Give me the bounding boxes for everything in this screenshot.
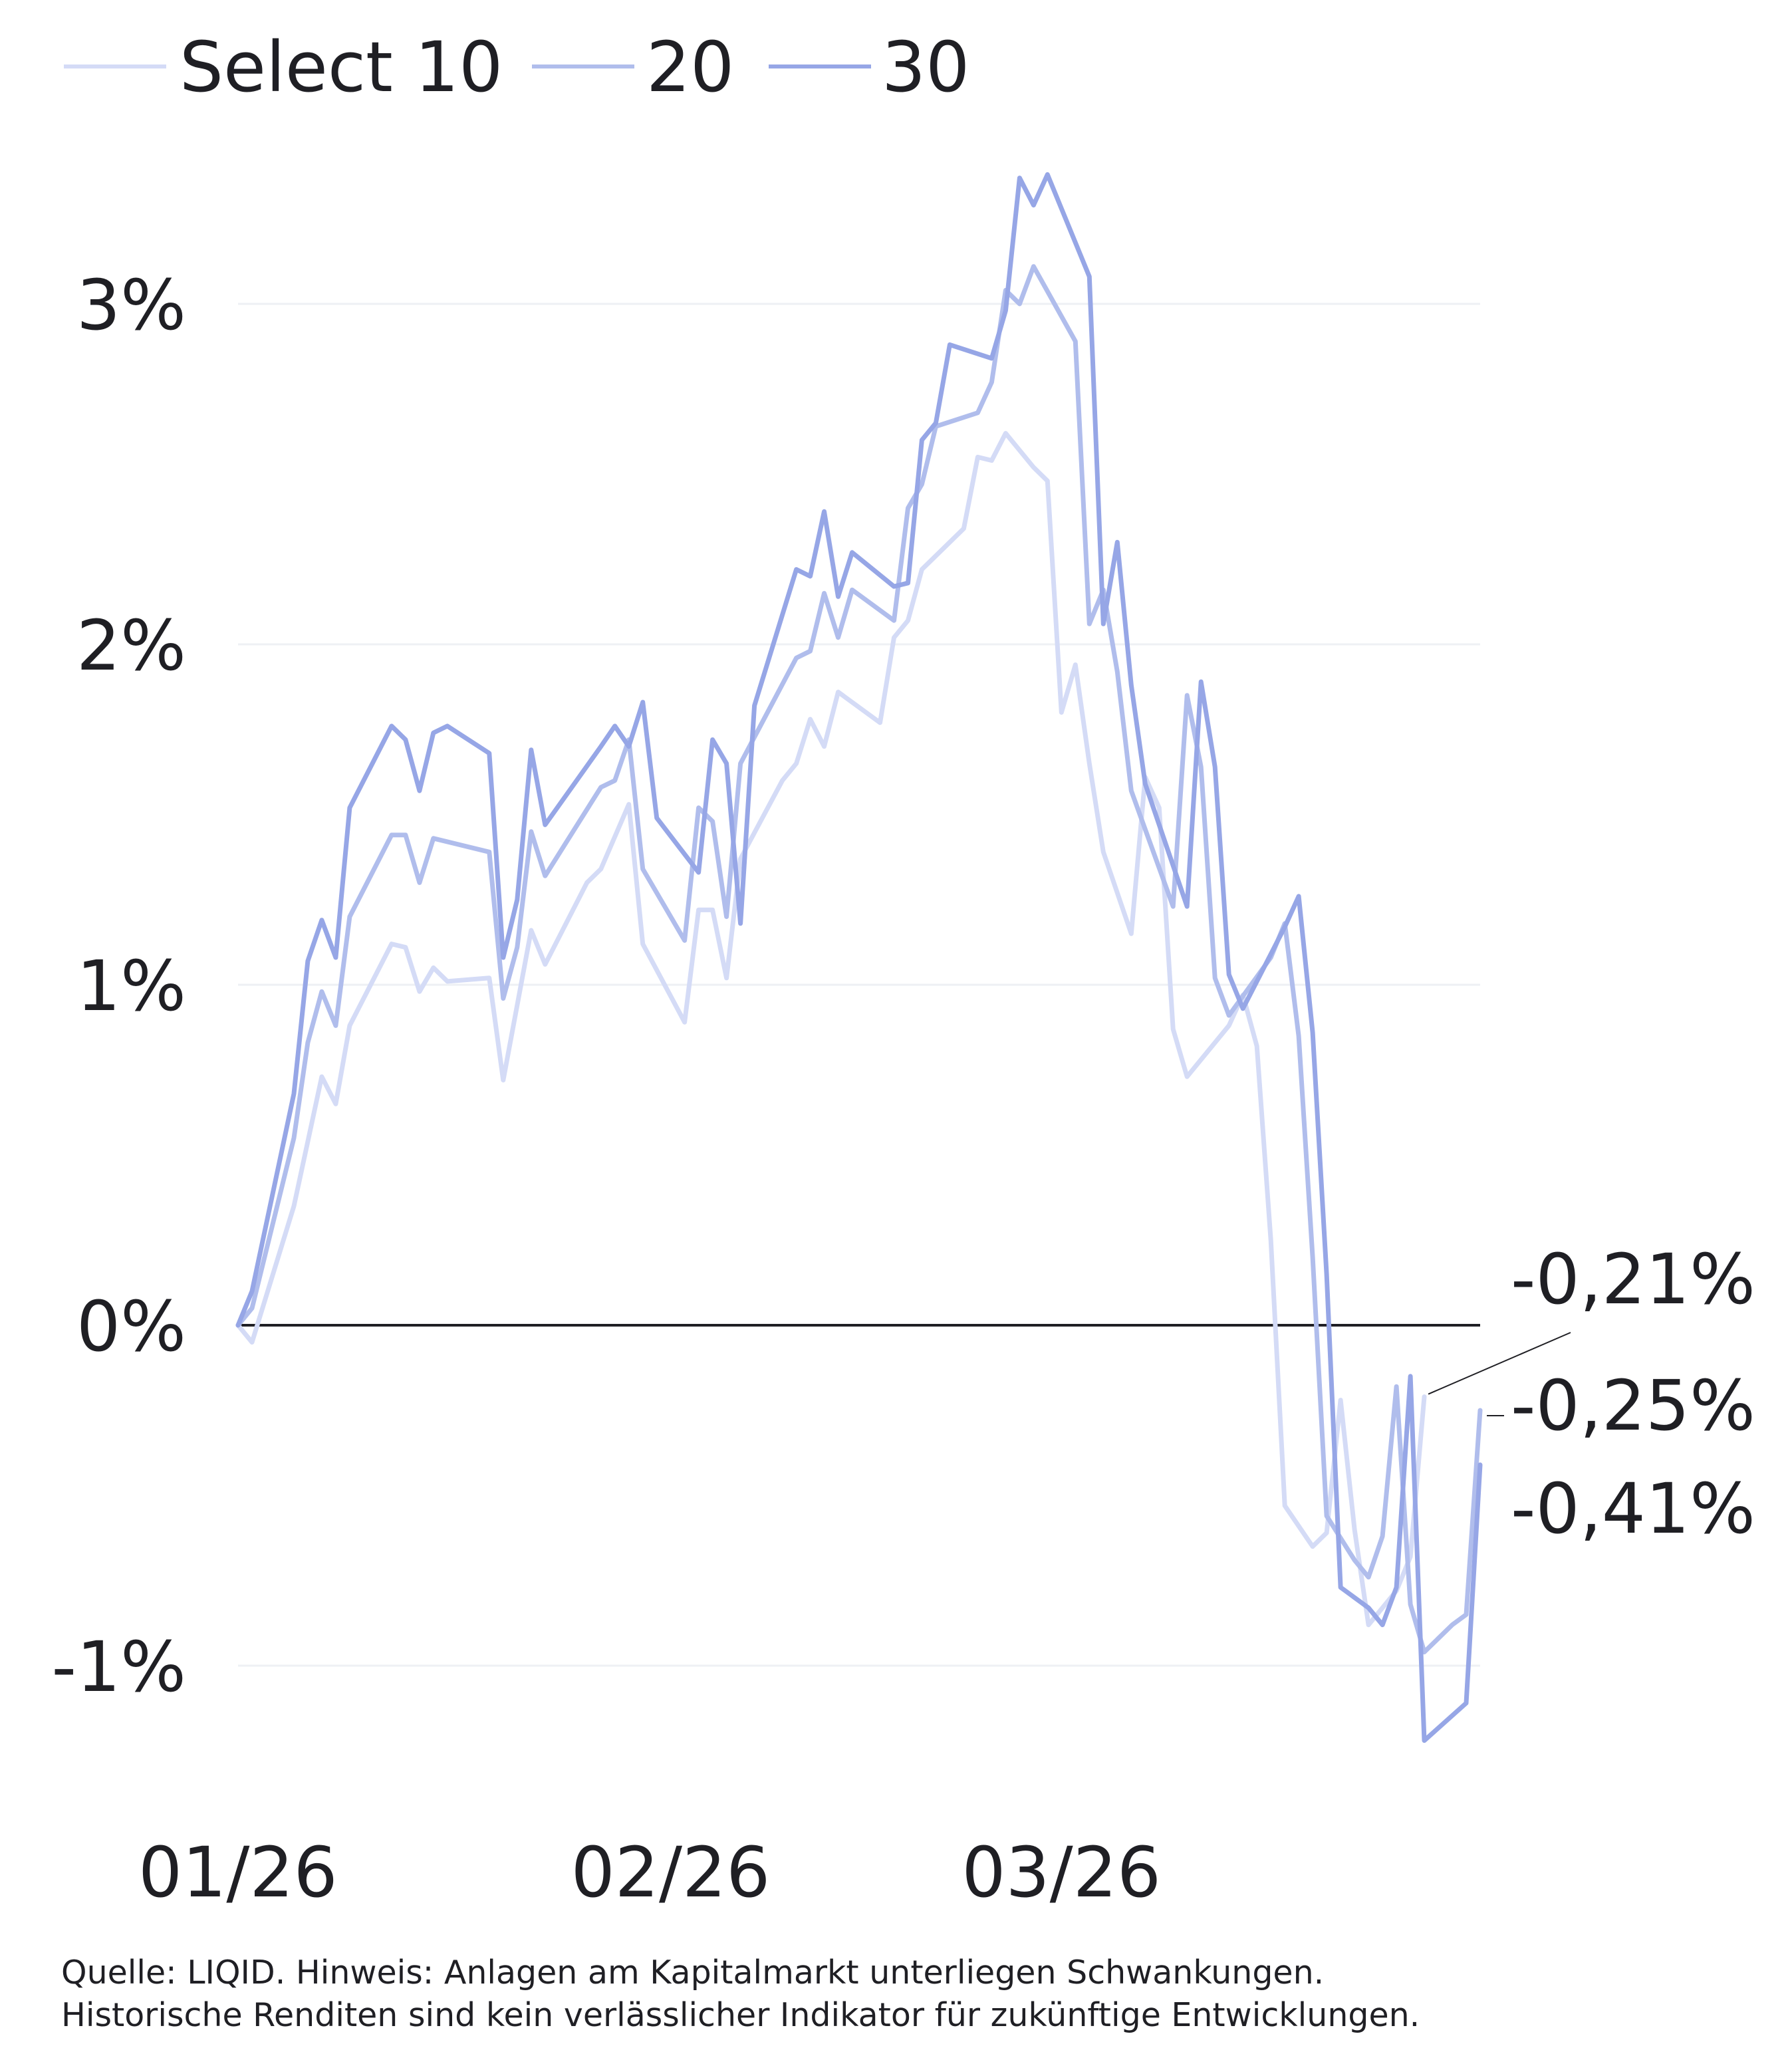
end-label-select-10: -0,21%: [1511, 1239, 1755, 1320]
x-tick-label: 02/26: [571, 1832, 771, 1913]
grid-lines: [238, 303, 1480, 1667]
legend: Select 10 20 30: [64, 27, 969, 108]
y-axis: 3% 2% 1% 0% -1%: [51, 265, 186, 1708]
y-tick-label: 1%: [76, 946, 186, 1027]
footnote-line: Historische Renditen sind kein verlässli…: [61, 1996, 1420, 2034]
y-tick-label: 3%: [76, 265, 186, 346]
footnote-line: Quelle: LIQID. Hinweis: Anlagen am Kapit…: [61, 1954, 1325, 1991]
legend-label-20: 20: [646, 27, 734, 108]
source-footnote: Quelle: LIQID. Hinweis: Anlagen am Kapit…: [61, 1952, 1420, 2037]
series-line-20: [235, 264, 1483, 1654]
y-tick-label: 0%: [76, 1286, 186, 1367]
x-axis: 01/26 02/26 03/26: [138, 1832, 1161, 1913]
x-tick-label: 03/26: [961, 1832, 1161, 1913]
y-tick-label: 2%: [76, 605, 186, 686]
end-label-20: -0,25%: [1511, 1365, 1755, 1446]
series-line-30: [235, 172, 1483, 1743]
series-line-select-10: [235, 431, 1427, 1628]
leader-line: [1428, 1332, 1571, 1395]
x-tick-label: 01/26: [138, 1832, 338, 1913]
series-lines: [235, 172, 1483, 1743]
end-label-30: -0,41%: [1511, 1468, 1755, 1549]
y-tick-label: -1%: [51, 1626, 186, 1708]
legend-label-30: 30: [882, 27, 969, 108]
legend-label-select-10: Select 10: [180, 27, 503, 108]
end-value-labels: -0,21% -0,25% -0,41%: [1428, 1239, 1755, 1549]
line-chart: Select 10 20 30 3% 2% 1% 0% -1% 01/26 02…: [51, 27, 1755, 1913]
